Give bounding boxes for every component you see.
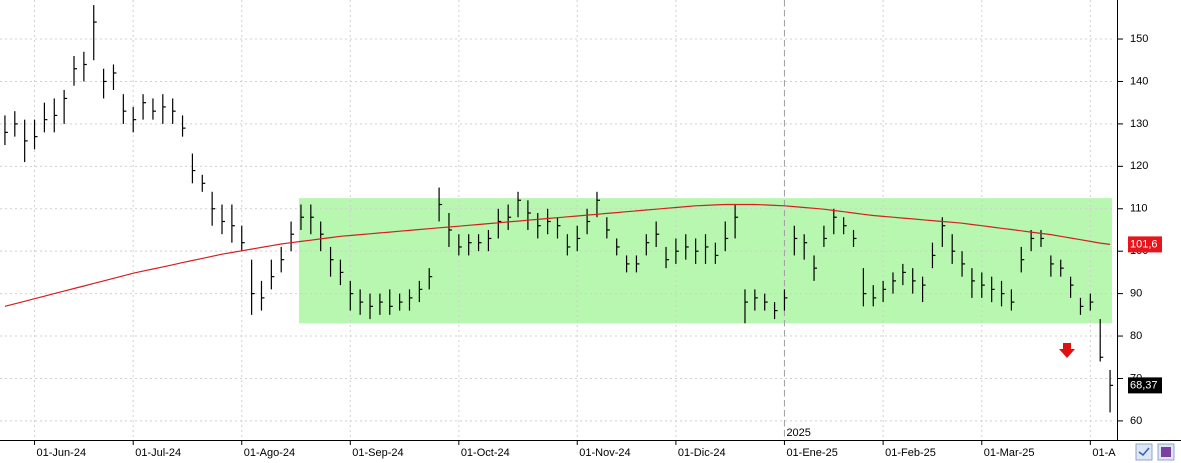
save-icon [1161, 447, 1171, 457]
x-tick-label: 01-A [1092, 447, 1116, 459]
x-tick-label: 01-Jul-24 [135, 447, 181, 459]
x-tick-label: 01-Ene-25 [786, 447, 837, 459]
x-tick-label: 01-Jun-24 [37, 447, 87, 459]
x-tick-label: 01-Dic-24 [678, 447, 726, 459]
y-tick-label: 120 [1130, 160, 1148, 172]
x-tick-label: 01-Feb-25 [885, 447, 936, 459]
y-tick-label: 80 [1130, 330, 1142, 342]
x-tick-label: 01-Ago-24 [244, 447, 295, 459]
y-tick-label: 110 [1130, 203, 1148, 215]
plot: 2025 [0, 0, 1115, 440]
y-tick-label: 90 [1130, 288, 1142, 300]
moving-average [4, 203, 1111, 307]
x-tick-label: 01-Sep-24 [352, 447, 403, 459]
x-tick-label: 01-Mar-25 [984, 447, 1035, 459]
down-arrow [1059, 343, 1075, 358]
x-tick-label: 01-Oct-24 [461, 447, 510, 459]
year-label: 2025 [786, 427, 810, 439]
y-tick-label: 60 [1130, 415, 1142, 427]
last-value-tag [1128, 236, 1162, 253]
last-value-label: 101,6 [1130, 238, 1158, 250]
zoom-button[interactable] [1135, 443, 1153, 461]
last-value-tag [1128, 377, 1162, 394]
last-value-label: 68,37 [1130, 379, 1158, 391]
y-tick-label: 130 [1130, 118, 1148, 130]
y-tick-label: 140 [1130, 75, 1148, 87]
y-tick-label: 150 [1130, 33, 1148, 45]
x-tick-label: 01-Nov-24 [579, 447, 630, 459]
zoom-icon [1138, 447, 1150, 457]
